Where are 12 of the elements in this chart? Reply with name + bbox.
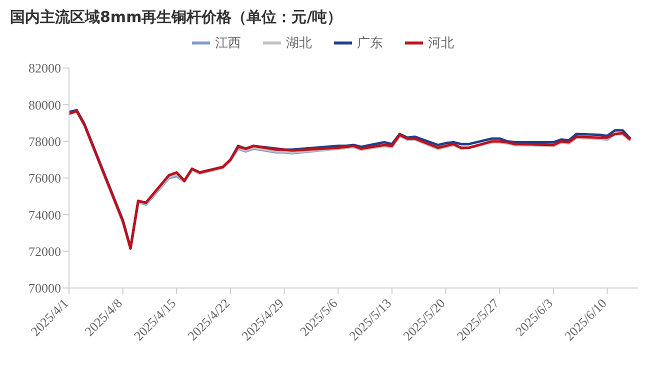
chart-title: 国内主流区域8mm再生铜杆价格（单位：元/吨）	[9, 8, 344, 28]
y-tick-label: 82000	[28, 60, 61, 76]
y-tick-label: 78000	[28, 134, 61, 149]
y-tick-label: 76000	[28, 170, 61, 186]
legend-label: 江西	[214, 35, 241, 52]
legend-label: 湖北	[285, 35, 312, 52]
y-tick-label: 74000	[28, 207, 61, 222]
y-tick-label: 72000	[28, 244, 61, 259]
legend-label: 广东	[356, 35, 383, 52]
y-tick-label: 70000	[28, 280, 61, 296]
y-tick-label: 80000	[28, 97, 61, 112]
legend-label: 河北	[427, 35, 454, 52]
